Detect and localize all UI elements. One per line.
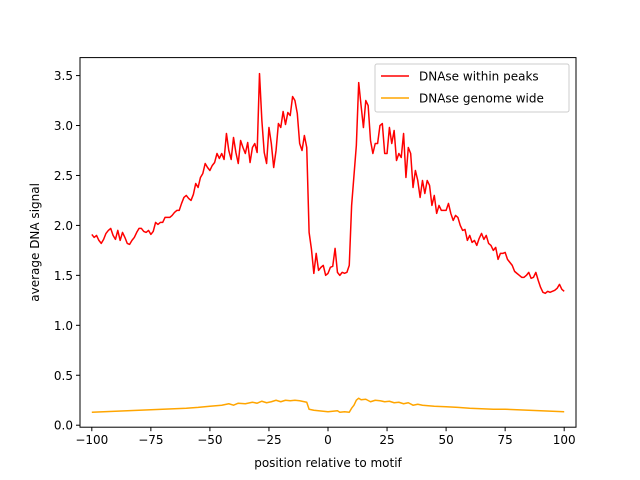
x-tick-label: −100 (75, 433, 108, 447)
y-tick-label: 3.5 (54, 69, 73, 83)
x-axis-label: position relative to motif (254, 456, 402, 470)
legend-label-within-peaks: DNAse within peaks (419, 70, 539, 84)
x-tick-label: −25 (256, 433, 281, 447)
x-tick-label: 25 (379, 433, 394, 447)
series-layer (91, 72, 565, 413)
legend-label-genome-wide: DNAse genome wide (419, 92, 544, 106)
y-tick-label: 1.0 (54, 319, 73, 333)
x-tick-label: 100 (553, 433, 576, 447)
y-tick-label: 2.0 (54, 219, 73, 233)
y-tick-label: 0.0 (54, 419, 73, 433)
y-axis: 0.0 0.5 1.0 1.5 2.0 2.5 3.0 3.5 (54, 69, 80, 433)
y-tick-label: 2.5 (54, 169, 73, 183)
series-line-dnase-within-peaks (91, 72, 565, 295)
plot-frame (79, 57, 577, 428)
legend-box (374, 63, 570, 113)
x-tick-label: 50 (438, 433, 453, 447)
y-tick-label: 1.5 (54, 269, 73, 283)
y-tick-label: 3.0 (54, 119, 73, 133)
x-tick-label: −75 (138, 433, 163, 447)
x-tick-label: 75 (498, 433, 513, 447)
legend: DNAse within peaks DNAse genome wide (374, 63, 570, 113)
x-tick-label: −50 (197, 433, 222, 447)
x-tick-label: 0 (324, 433, 332, 447)
y-axis-label: average DNA signal (28, 183, 42, 302)
x-axis: −100 −75 −50 −25 0 25 50 75 100 (75, 427, 576, 447)
series-line-dnase-genome-wide (91, 397, 565, 413)
y-tick-label: 0.5 (54, 369, 73, 383)
